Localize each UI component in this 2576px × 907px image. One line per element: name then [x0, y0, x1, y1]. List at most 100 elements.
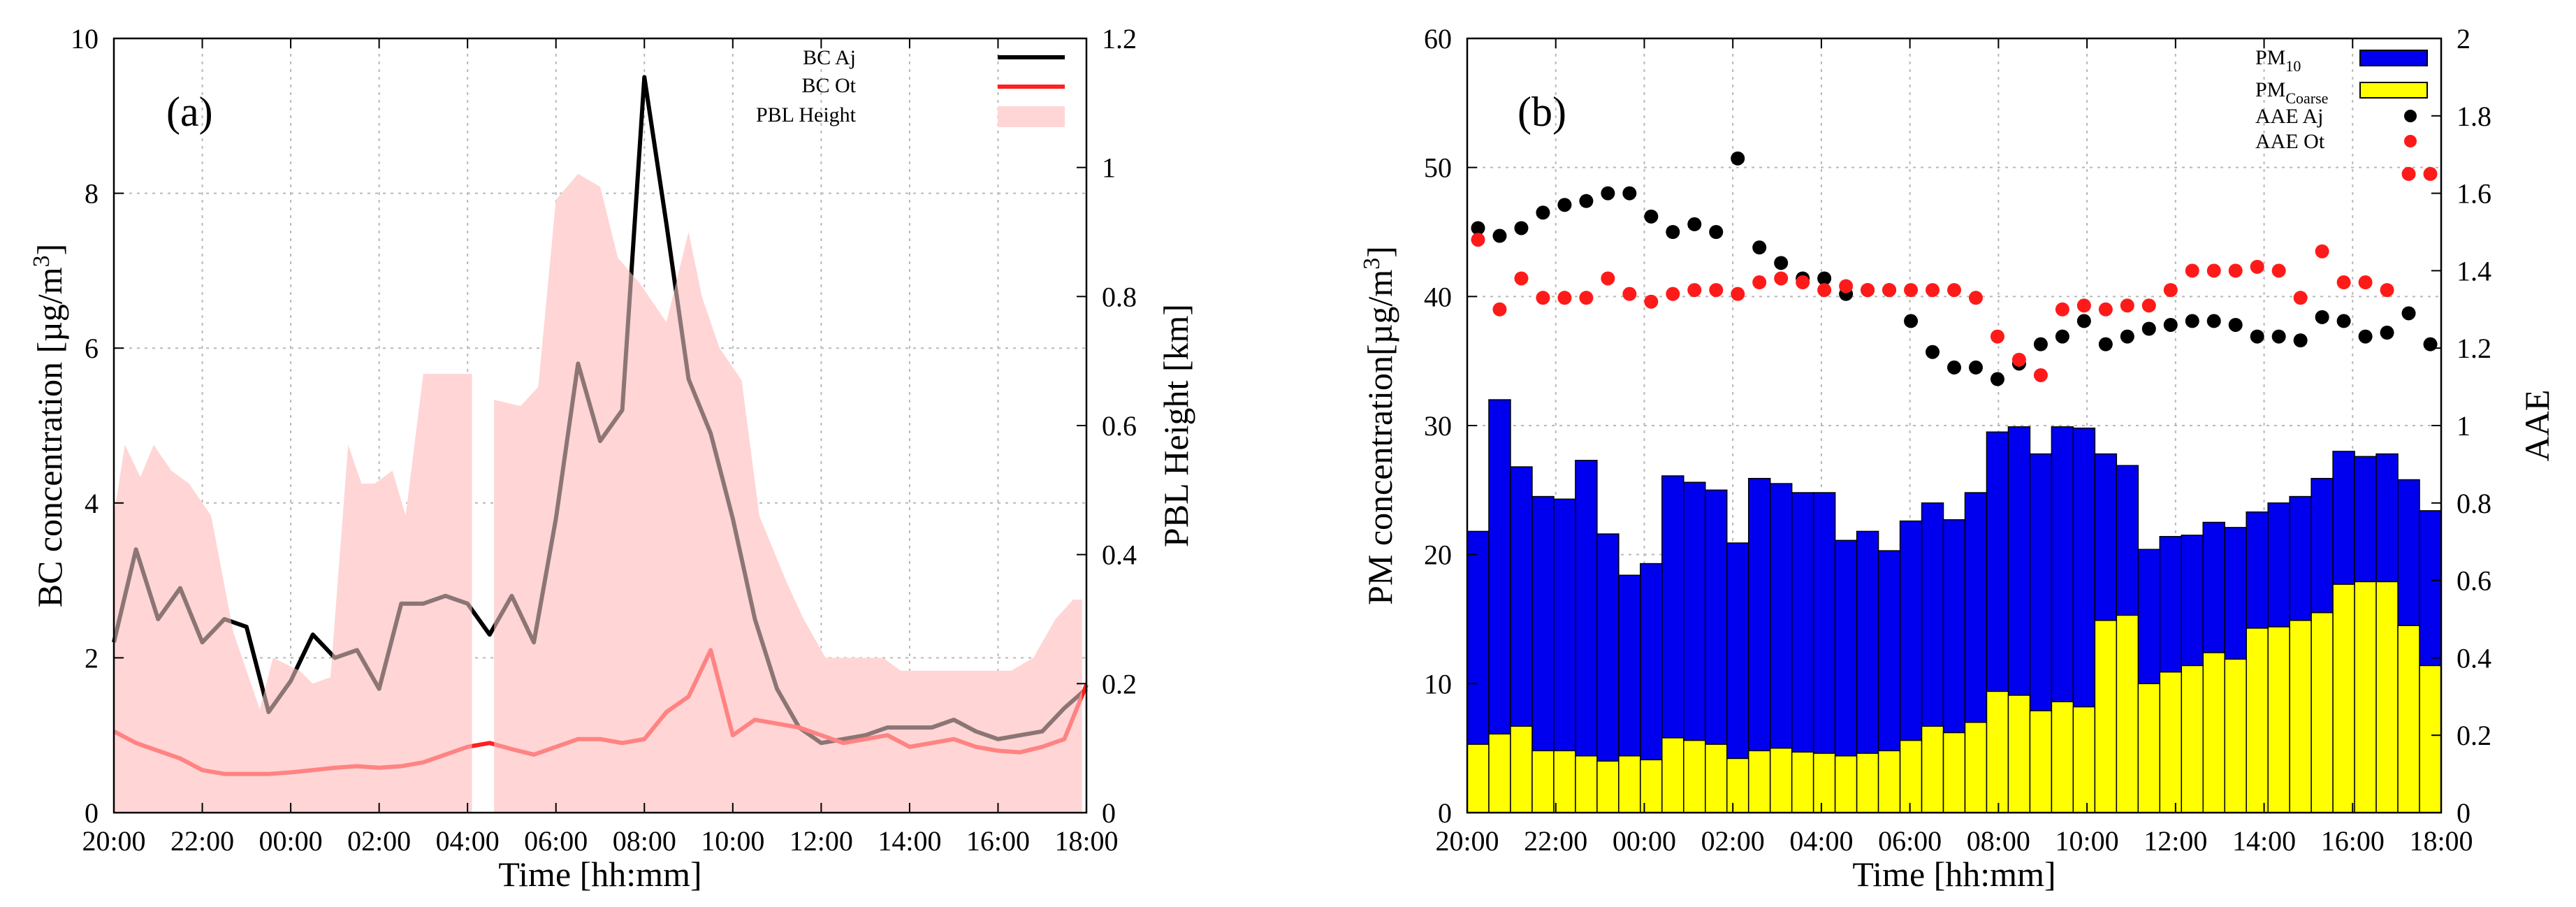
aae-ot-point — [2076, 298, 2091, 313]
legend-swatch-aae-aj — [2404, 110, 2417, 122]
panel-a-y-axis-title: BC concentration [µg/m3] — [29, 244, 69, 608]
pm-coarse-bar — [1575, 755, 1598, 813]
a-x-tick-label: 02:00 — [347, 825, 411, 857]
pm-coarse-bar — [1834, 755, 1858, 813]
aae-ot-point — [2293, 291, 2308, 305]
panel-b-ylabel-main: PM concentration[µg/m — [1360, 270, 1399, 605]
a-y-tick-label: 6 — [85, 333, 99, 364]
panel-b-label: (b) — [1518, 89, 1566, 135]
aae-aj-point — [2228, 317, 2243, 332]
pm-coarse-bar — [1467, 743, 1490, 813]
aae-aj-point — [2423, 337, 2438, 351]
aae-ot-point — [2141, 298, 2156, 313]
legend-swatch-pbl — [998, 106, 1065, 127]
pm-coarse-bar — [1877, 750, 1901, 813]
pm-coarse-bar — [1683, 739, 1706, 813]
pm-coarse-bar — [2202, 652, 2225, 813]
legend-label-aae-aj: AAE Aj — [2255, 105, 2324, 128]
pm-coarse-bar — [2007, 695, 2031, 813]
panel-a-y-axis: 0 2 4 6 8 10 — [71, 23, 124, 829]
b-y-tick-label: 40 — [1424, 281, 1452, 312]
pm-coarse-bar — [1661, 737, 1684, 813]
pm-coarse-bar — [2419, 665, 2442, 813]
a-y-tick-label: 10 — [71, 23, 99, 55]
aae-ot-point — [1752, 275, 1767, 290]
panel-a-lines — [112, 75, 1089, 813]
aae-ot-point — [2380, 283, 2394, 298]
a-y2-tick-label: 0.4 — [1102, 539, 1137, 571]
panel-b-ylabel-sup: 3 — [1359, 258, 1385, 270]
a-y-tick-label: 0 — [85, 797, 99, 829]
pm-coarse-bar — [1596, 760, 1620, 813]
legend-swatch-pm10 — [2359, 50, 2428, 66]
legend-swatch-pm-coarse — [2359, 82, 2428, 99]
b-x-tick-label: 14:00 — [2232, 825, 2296, 857]
pm-coarse-bar — [1726, 757, 1749, 813]
a-y-tick-label: 4 — [85, 488, 99, 519]
aae-ot-point — [1861, 283, 1875, 298]
aae-ot-point — [1514, 271, 1529, 286]
legend-label-bc-ot: BC Ot — [801, 74, 856, 97]
aae-aj-point — [2055, 329, 2069, 344]
pbl-height-overlay — [494, 173, 1082, 813]
aae-aj-point — [1904, 314, 1919, 328]
aae-ot-point — [2423, 166, 2438, 181]
aae-ot-point — [1666, 286, 1680, 301]
b-x-tick-label: 06:00 — [1878, 825, 1942, 857]
pm-coarse-bar — [1705, 743, 1728, 813]
b-y2-tick-label: 2 — [2457, 23, 2471, 55]
legend-label-pm10: PM10 — [2255, 46, 2301, 75]
a-y-tick-label: 8 — [85, 178, 99, 210]
a-x-tick-label: 18:00 — [1054, 825, 1118, 857]
pm-coarse-bar — [1964, 721, 1988, 813]
aae-aj-point — [2401, 306, 2416, 321]
a-y2-tick-label: 1.2 — [1102, 23, 1137, 55]
aae-ot-point — [1601, 271, 1615, 286]
a-x-tick-label: 04:00 — [436, 825, 500, 857]
panel-a-legend: BC Aj BC Ot PBL Height — [756, 46, 1065, 127]
aae-aj-point — [2250, 329, 2264, 344]
aae-ot-point — [1644, 294, 1659, 309]
aae-ot-point — [2271, 263, 2286, 278]
pm-coarse-bar — [1488, 733, 1511, 813]
pm-coarse-bar — [1921, 725, 1944, 813]
pm-coarse-bar — [2332, 583, 2355, 813]
aae-aj-point — [2033, 337, 2048, 351]
aae-ot-point — [1557, 291, 1572, 305]
pm-coarse-bar — [1942, 732, 1966, 813]
aae-aj-point — [1947, 360, 1961, 375]
pm-coarse-bar — [1553, 750, 1576, 813]
b-y2-tick-label: 1.6 — [2457, 178, 2491, 210]
b-y2-tick-label: 1.8 — [2457, 101, 2491, 132]
aae-ot-point — [1817, 283, 1832, 298]
a-x-tick-label: 14:00 — [878, 825, 941, 857]
pm-coarse-bar — [1769, 747, 1793, 813]
aae-aj-point — [1817, 271, 1832, 286]
aae-aj-point — [1774, 256, 1789, 270]
aae-ot-point — [2250, 259, 2264, 274]
panel-a-y2-axis-title: PBL Height [km] — [1156, 304, 1195, 547]
aae-ot-point — [1774, 271, 1789, 286]
b-y-tick-label: 50 — [1424, 152, 1452, 184]
aae-aj-point — [2163, 317, 2178, 332]
aae-ot-point — [1947, 283, 1961, 298]
legend-label-pm-coarse: PMCoarse — [2255, 78, 2328, 107]
aae-aj-point — [2293, 333, 2308, 348]
pm-coarse-bar — [2267, 626, 2290, 813]
panel-b-y2-axis-title: AAE — [2517, 390, 2556, 462]
aae-ot-point — [1471, 233, 1485, 247]
pm-coarse-bar — [1531, 750, 1555, 813]
b-x-tick-label: 10:00 — [2055, 825, 2119, 857]
aae-ot-point — [1622, 286, 1637, 301]
aae-ot-point — [2163, 283, 2178, 298]
pm-coarse-bar — [2397, 625, 2420, 813]
a-x-tick-label: 08:00 — [613, 825, 676, 857]
legend-label-pm10-base: PM — [2255, 46, 2285, 69]
aae-aj-point — [1622, 186, 1637, 201]
b-x-tick-label: 18:00 — [2409, 825, 2473, 857]
aae-aj-point — [1752, 240, 1767, 255]
aae-aj-point — [2185, 314, 2199, 328]
aae-aj-point — [1968, 360, 1983, 375]
panel-a-x-axis: 20:00 22:00 00:00 02:00 04:00 06:00 08:00 10:00… — [82, 38, 1119, 857]
